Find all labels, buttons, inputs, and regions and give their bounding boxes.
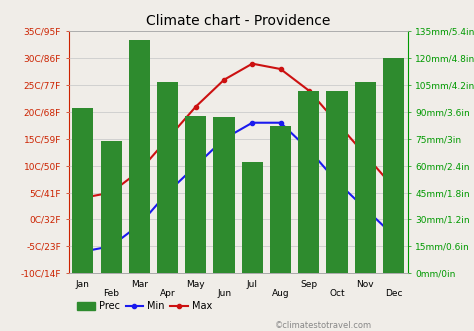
Text: Jul: Jul bbox=[247, 279, 258, 289]
Title: Climate chart - Providence: Climate chart - Providence bbox=[146, 14, 330, 27]
Text: Apr: Apr bbox=[160, 289, 175, 298]
Text: Aug: Aug bbox=[272, 289, 289, 298]
Text: Oct: Oct bbox=[329, 289, 345, 298]
Text: Nov: Nov bbox=[356, 279, 374, 289]
Text: Mar: Mar bbox=[131, 279, 148, 289]
Text: ©climatestotravel.com: ©climatestotravel.com bbox=[275, 321, 372, 330]
Text: Jun: Jun bbox=[217, 289, 231, 298]
Text: Feb: Feb bbox=[103, 289, 119, 298]
Bar bbox=[100, 141, 122, 273]
Bar bbox=[242, 162, 263, 273]
Text: May: May bbox=[186, 279, 205, 289]
Bar bbox=[298, 90, 319, 273]
Text: Sep: Sep bbox=[300, 279, 318, 289]
Bar bbox=[383, 58, 404, 273]
Bar bbox=[270, 126, 291, 273]
Text: Dec: Dec bbox=[385, 289, 402, 298]
Bar bbox=[355, 81, 376, 273]
Bar bbox=[213, 118, 235, 273]
Bar bbox=[72, 109, 93, 273]
Bar bbox=[157, 81, 178, 273]
Bar bbox=[129, 40, 150, 273]
Text: Jan: Jan bbox=[76, 279, 90, 289]
Legend: Prec, Min, Max: Prec, Min, Max bbox=[73, 298, 216, 315]
Bar bbox=[327, 90, 347, 273]
Bar bbox=[185, 116, 206, 273]
